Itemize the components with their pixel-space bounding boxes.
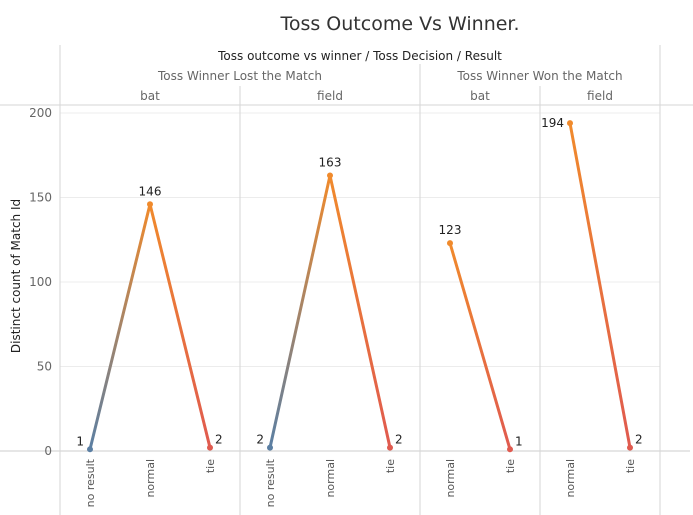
x-tick-label: tie: [624, 459, 637, 473]
data-point: [567, 120, 573, 127]
data-point: [447, 240, 453, 247]
data-label: 194: [541, 116, 564, 130]
x-tick-label: no result: [264, 458, 277, 507]
data-point: [507, 446, 513, 453]
data-point: [387, 444, 393, 451]
chart-title: Toss Outcome Vs Winner.: [279, 13, 519, 35]
x-tick-label: normal: [444, 459, 457, 498]
decision-header: bat: [470, 89, 490, 103]
data-label: 2: [635, 433, 643, 447]
data-point: [207, 444, 213, 451]
y-tick-label: 150: [29, 191, 52, 205]
outcome-header: Toss Winner Lost the Match: [157, 69, 322, 83]
data-point: [147, 201, 153, 208]
y-tick-label: 0: [44, 444, 52, 458]
series-lines: [88, 121, 632, 451]
data-label: 123: [439, 223, 462, 237]
y-axis-ticks: 0 50 100 150 200: [29, 106, 52, 458]
x-tick-label: normal: [144, 459, 157, 498]
outcome-header: Toss Winner Won the Match: [456, 69, 622, 83]
series-line-segment: [448, 241, 512, 451]
series-line-segment: [268, 174, 332, 450]
x-axis-ticks: no result normal tie no result normal tie norm…: [84, 458, 637, 507]
data-points: [87, 120, 633, 453]
x-tick-label: no result: [84, 458, 97, 507]
y-tick-label: 200: [29, 106, 52, 120]
data-label: 1: [515, 434, 523, 448]
header-label: Toss outcome vs winner / Toss Decision /…: [217, 49, 502, 63]
data-point: [627, 444, 633, 451]
series-line-segment: [148, 202, 212, 450]
data-label: 2: [395, 433, 403, 447]
data-label: 1: [76, 434, 84, 448]
x-tick-label: tie: [204, 459, 217, 473]
series-line-segment: [328, 174, 392, 450]
series-line-segment: [568, 121, 632, 450]
panel-headers: Toss Winner Lost the Match Toss Winner Wo…: [140, 69, 622, 103]
frame-layer: [0, 45, 693, 515]
data-label: 2: [215, 433, 223, 447]
data-label: 163: [319, 156, 342, 170]
data-labels: 1 146 2 2 163 2 123 1 194 2: [76, 116, 642, 448]
decision-header: field: [317, 89, 343, 103]
series-line-segment: [88, 202, 152, 451]
y-tick-label: 100: [29, 275, 52, 289]
data-point: [327, 172, 333, 179]
y-tick-label: 50: [37, 360, 52, 374]
x-tick-label: normal: [324, 459, 337, 498]
data-label: 146: [139, 184, 162, 198]
decision-header: bat: [140, 89, 160, 103]
y-axis-label: Distinct count of Match Id: [9, 199, 23, 353]
data-point: [87, 446, 93, 453]
grid-layer: [60, 112, 660, 452]
data-point: [267, 444, 273, 451]
x-tick-label: normal: [564, 459, 577, 498]
data-label: 2: [256, 433, 264, 447]
x-tick-label: tie: [384, 459, 397, 473]
decision-header: field: [587, 89, 613, 103]
x-tick-label: tie: [504, 459, 517, 473]
